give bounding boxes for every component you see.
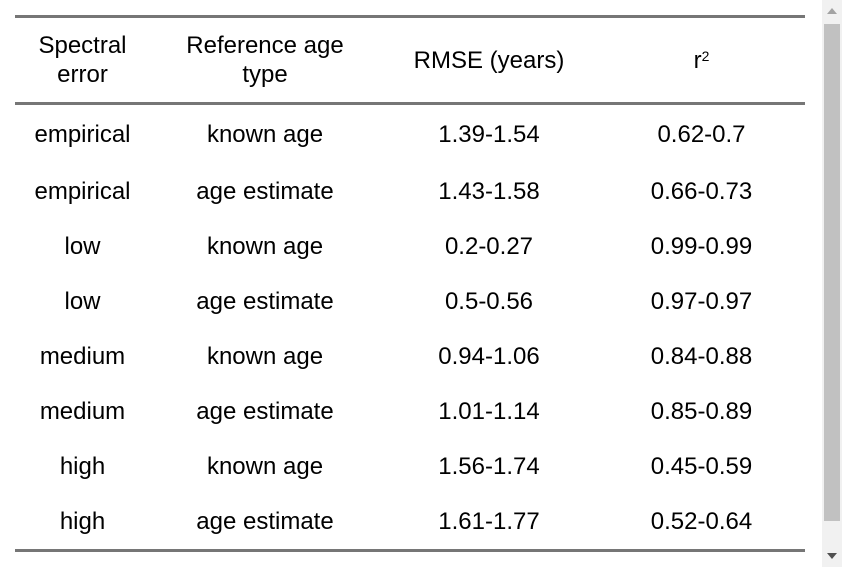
- cell-rmse: 1.61-1.77: [438, 507, 540, 535]
- scroll-down-button[interactable]: [822, 545, 842, 567]
- table-row: low age estimate 0.5-0.56 0.97-0.97: [15, 274, 805, 329]
- table-body: empirical known age 1.39-1.54 0.62-0.7 empir…: [15, 104, 805, 551]
- header-reference-age-type: Reference age type: [150, 17, 380, 104]
- cell-spectral-error: medium: [39, 397, 126, 425]
- scroll-thumb[interactable]: [824, 24, 840, 521]
- cell-rmse: 1.43-1.58: [438, 177, 540, 205]
- cell-r2: 0.62-0.7: [657, 120, 746, 148]
- cell-rmse: 0.2-0.27: [444, 232, 534, 260]
- cell-spectral-error: low: [64, 232, 101, 260]
- cell-r2: 0.45-0.59: [650, 452, 753, 480]
- triangle-up-icon: [827, 8, 837, 14]
- cell-spectral-error: high: [59, 507, 106, 535]
- header-spectral-error-line2: error: [57, 61, 108, 88]
- header-reference-age-type-line2: type: [242, 61, 288, 88]
- cell-reference-age-type: age estimate: [196, 397, 334, 425]
- cell-reference-age-type: known age: [206, 342, 324, 370]
- table-row: medium age estimate 1.01-1.14 0.85-0.89: [15, 384, 805, 439]
- header-spectral-error-line1: Spectral: [38, 32, 127, 59]
- header-spectral-error: Spectral error: [15, 17, 150, 104]
- header-rmse: RMSE (years): [413, 46, 565, 74]
- header-r2-base: r: [693, 46, 702, 74]
- table-row: high age estimate 1.61-1.77 0.52-0.64: [15, 494, 805, 551]
- cell-reference-age-type: known age: [206, 120, 324, 148]
- cell-r2: 0.97-0.97: [650, 287, 753, 315]
- table-row: empirical known age 1.39-1.54 0.62-0.7: [15, 104, 805, 165]
- results-table: Spectral error Reference age type RMSE (ye…: [15, 15, 805, 552]
- triangle-down-icon: [827, 553, 837, 559]
- cell-reference-age-type: known age: [206, 452, 324, 480]
- cell-reference-age-type: age estimate: [196, 287, 334, 315]
- table-row: high known age 1.56-1.74 0.45-0.59: [15, 439, 805, 494]
- cell-reference-age-type: known age: [206, 232, 324, 260]
- cell-r2: 0.84-0.88: [650, 342, 753, 370]
- cell-rmse: 0.5-0.56: [444, 287, 534, 315]
- cell-spectral-error: empirical: [34, 177, 131, 205]
- table-header: Spectral error Reference age type RMSE (ye…: [15, 16, 805, 104]
- cell-rmse: 1.01-1.14: [438, 397, 540, 425]
- scroll-up-button[interactable]: [822, 0, 842, 22]
- header-reference-age-type-line1: Reference age: [186, 32, 344, 59]
- table-row: low known age 0.2-0.27 0.99-0.99: [15, 219, 805, 274]
- cell-reference-age-type: age estimate: [196, 507, 334, 535]
- table-row: empirical age estimate 1.43-1.58 0.66-0.73: [15, 164, 805, 219]
- cell-spectral-error: low: [64, 287, 101, 315]
- cell-r2: 0.52-0.64: [650, 507, 753, 535]
- table-row: medium known age 0.94-1.06 0.84-0.88: [15, 329, 805, 384]
- cell-r2: 0.99-0.99: [650, 232, 753, 260]
- header-r2-exponent: 2: [701, 47, 710, 64]
- cell-spectral-error: empirical: [34, 120, 131, 148]
- cell-rmse: 1.56-1.74: [438, 452, 540, 480]
- cell-rmse: 1.39-1.54: [438, 120, 540, 148]
- header-row: Spectral error Reference age type RMSE (ye…: [15, 16, 805, 104]
- scroll-viewport: Spectral error Reference age type RMSE (ye…: [15, 15, 805, 552]
- cell-r2: 0.85-0.89: [650, 397, 753, 425]
- cell-rmse: 0.94-1.06: [438, 342, 540, 370]
- cell-spectral-error: medium: [39, 342, 126, 370]
- cell-reference-age-type: age estimate: [196, 177, 334, 205]
- cell-spectral-error: high: [59, 452, 106, 480]
- cell-r2: 0.66-0.73: [650, 177, 753, 205]
- header-r2: r2: [598, 17, 805, 104]
- vertical-scrollbar[interactable]: [822, 0, 842, 567]
